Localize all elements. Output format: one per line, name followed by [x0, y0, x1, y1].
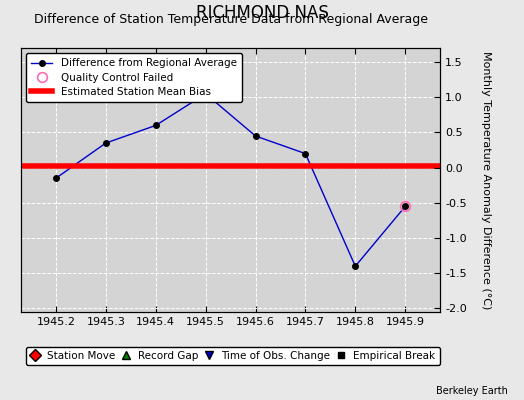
Y-axis label: Monthly Temperature Anomaly Difference (°C): Monthly Temperature Anomaly Difference (…	[481, 51, 490, 309]
Text: RICHMOND NAS: RICHMOND NAS	[195, 4, 329, 22]
Text: Berkeley Earth: Berkeley Earth	[436, 386, 508, 396]
Legend: Station Move, Record Gap, Time of Obs. Change, Empirical Break: Station Move, Record Gap, Time of Obs. C…	[26, 346, 440, 365]
Title: Difference of Station Temperature Data from Regional Average: Difference of Station Temperature Data f…	[34, 13, 428, 26]
